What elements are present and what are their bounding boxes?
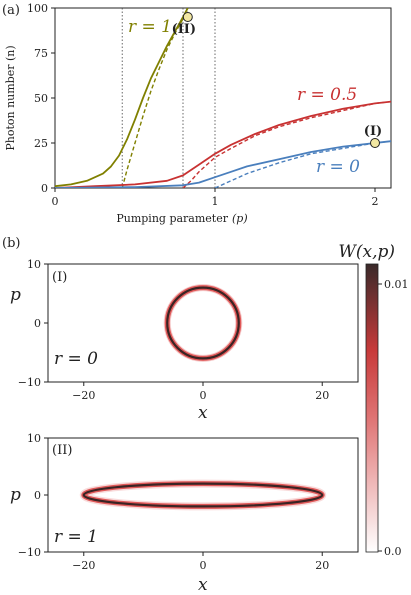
- dashed-series-0: [121, 11, 189, 188]
- y-axis-label-a: Photon number (n): [4, 45, 17, 150]
- x-tick-label-a: 0: [52, 195, 59, 208]
- y-tick-label-a: 75: [34, 47, 48, 60]
- plot-a: 0 1 2 0 25 50 75 100 (I) (II): [27, 2, 391, 208]
- marker-point-0: [370, 138, 380, 148]
- marker-label-0: (I): [364, 124, 382, 139]
- curve-label-r0: r = 0: [316, 157, 360, 177]
- heatmap-I: [163, 284, 243, 362]
- dashed-series-2: [214, 140, 391, 188]
- y-tick-label-a: 25: [34, 137, 48, 150]
- heat-y-tick-label: 0: [34, 317, 41, 330]
- heatmap-II: [79, 479, 327, 511]
- heatmap-II-ticks: −20 0 20 10 0 −10: [18, 432, 329, 572]
- curve-label-r1: r = 1: [128, 17, 172, 37]
- y-tick-label-a: 0: [41, 182, 48, 195]
- heatmap-I-ticks: −20 0 20 10 0 −10: [18, 258, 329, 402]
- colorbar-tick-label-top: 0.01: [384, 278, 409, 291]
- heat-x-tick-label: 20: [315, 559, 329, 572]
- panel-a-label: (a): [2, 3, 20, 18]
- series-group: [55, 8, 391, 188]
- curve-label-r05: r = 0.5: [297, 85, 357, 105]
- heatmap-frame-I: [47, 263, 359, 383]
- heatmap-II-r: r = 1: [54, 527, 98, 547]
- colorbar: [365, 263, 379, 553]
- marker-point-1: [182, 12, 193, 22]
- x-axis-symbol-a: (p): [232, 212, 248, 225]
- colorbar-tick-label-bottom: 0.0: [384, 545, 402, 558]
- heatmap-II-label: (II): [52, 443, 72, 458]
- y-tick-label-a: 50: [34, 92, 48, 105]
- dashed-series-1: [182, 100, 391, 188]
- heat-x-tick-label: 20: [315, 389, 329, 402]
- wigner-ellipse-2: [82, 482, 324, 508]
- heatmap-II-ylabel: p: [10, 485, 21, 505]
- heat-y-tick-label: −10: [18, 376, 41, 389]
- y-tick-label-a: 100: [27, 2, 48, 15]
- heat-y-tick-label: 10: [27, 258, 41, 271]
- heatmap-I-label: (I): [52, 270, 67, 285]
- x-tick-label-a: 1: [212, 195, 219, 208]
- series-line-0: [55, 8, 189, 188]
- heatmap-II-xlabel: x: [198, 575, 208, 595]
- heat-y-tick-label: 0: [34, 489, 41, 502]
- heat-y-tick-label: −10: [18, 546, 41, 559]
- wigner-ring-2: [166, 286, 240, 360]
- marker-label-1: (II): [172, 22, 196, 37]
- heat-x-tick-label: −20: [72, 559, 95, 572]
- heat-x-tick-label: 0: [200, 389, 207, 402]
- heatmap-I-xlabel: x: [198, 403, 208, 423]
- heat-x-tick-label: −20: [72, 389, 95, 402]
- x-axis-label-a: Pumping parameter: [116, 212, 228, 225]
- heatmap-frame-II: [47, 437, 359, 553]
- heat-x-tick-label: 0: [200, 559, 207, 572]
- colorbar-label: W(x,p): [338, 242, 395, 262]
- x-tick-label-a: 2: [372, 195, 379, 208]
- heatmap-I-ylabel: p: [10, 285, 21, 305]
- series-line-2: [55, 140, 391, 188]
- series-line-1: [55, 100, 391, 188]
- panel-b-label: (b): [2, 236, 20, 251]
- heatmap-I-r: r = 0: [54, 349, 98, 369]
- heat-y-tick-label: 10: [27, 432, 41, 445]
